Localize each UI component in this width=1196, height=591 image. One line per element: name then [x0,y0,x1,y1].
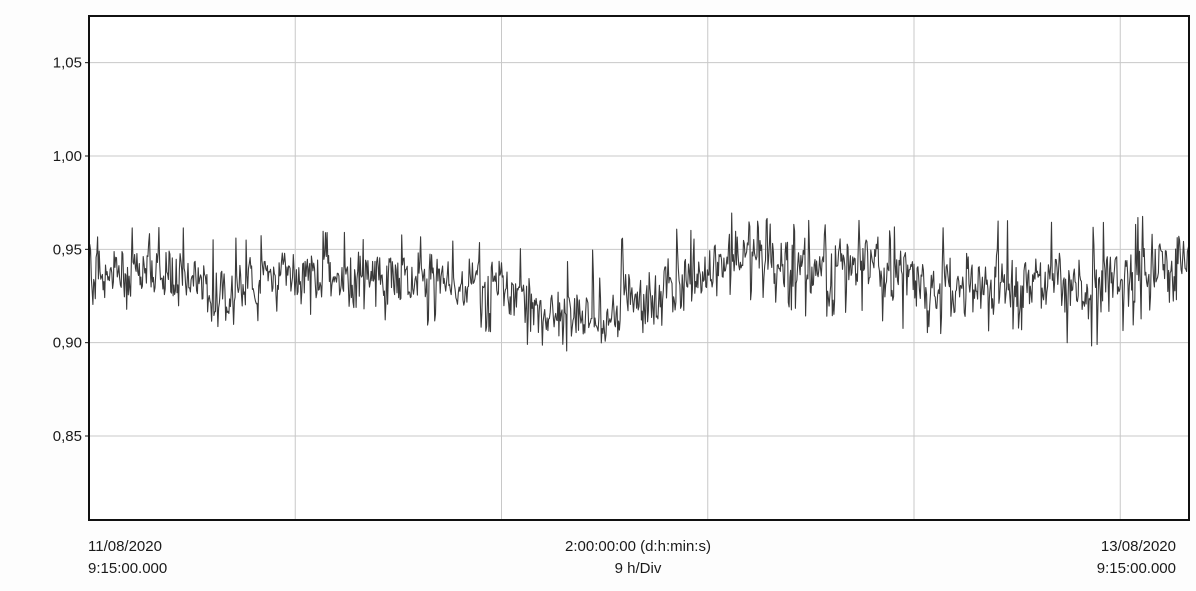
y-tick-label: 0,85 [53,428,82,445]
signal-series-line [88,212,1190,352]
x-duration-label: 2:00:00:00 (d:h:min:s) [565,538,711,555]
y-tick-label: 0,95 [53,241,82,258]
plot-border [88,15,1190,521]
y-tick-label: 1,00 [53,148,82,165]
x-division-label: 9 h/Div [615,560,662,577]
y-axis-ticks: 1,05 1,00 0,95 0,90 0,85 [53,55,89,445]
y-tick-label: 0,90 [53,335,82,352]
y-tick-label: 1,05 [53,55,82,72]
series-layer [88,212,1190,352]
x-start-time-label: 9:15:00.000 [88,560,167,577]
x-end-time-label: 9:15:00.000 [1097,560,1176,577]
x-start-date-label: 11/08/2020 [88,538,162,555]
x-end-date-label: 13/08/2020 [1101,538,1176,555]
